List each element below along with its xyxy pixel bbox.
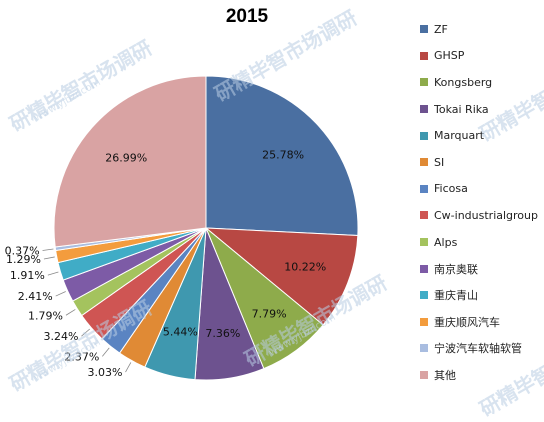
legend-label: Marquart [434,129,485,143]
legend-swatch [420,51,428,60]
legend-label: 南京奥联 [434,262,478,276]
data-label: 26.99% [105,152,147,165]
legend-label: 重庆顺风汽车 [434,315,500,329]
data-label: 5.44% [163,325,198,338]
legend-item: 重庆顺风汽车 [420,309,544,336]
pie-chart: 25.78% 10.22% 7.79% 7.36% 5.44% 3.03% 2.37% 3.2… [5,75,359,381]
legend-swatch [420,344,428,353]
legend-label: ZF [434,22,448,36]
leader-line [47,271,59,276]
data-label: 0.37% [5,245,40,258]
data-label: 7.36% [205,327,240,340]
legend-label: Tokai Rika [434,102,489,116]
legend-label: SI [434,155,445,169]
legend-label: 其他 [434,369,456,383]
legend-item: GHSP [420,43,544,70]
data-label: 2.37% [64,350,99,363]
data-label: 25.78% [262,149,304,162]
legend-item: Tokai Rika [420,96,544,123]
leader-line [81,328,91,337]
legend-label: Cw-industrialgroup [434,208,538,222]
pie-slice-1 [204,227,359,326]
legend-label: 重庆青山 [434,289,478,303]
leader-line [43,256,55,260]
legend-item: 重庆青山 [420,282,544,309]
data-label: 1.91% [10,269,45,282]
legend-swatch [420,105,428,114]
legend-item: SI [420,149,544,176]
leader-lines [42,248,132,373]
data-label: 3.24% [43,330,78,343]
legend-item: 宁波汽车软轴软管 [420,335,544,362]
legend-label: Kongsberg [434,75,493,89]
data-label: 1.79% [28,309,63,322]
legend-item: Cw-industrialgroup [420,202,544,229]
data-label: 7.79% [252,308,287,321]
legend-label: Ficosa [434,182,468,196]
legend-item: Marquart [420,122,544,149]
legend-swatch [420,158,428,167]
legend-item: Alps [420,229,544,256]
leader-line [42,248,54,251]
chart-title: 2015 [225,6,269,27]
legend-swatch [420,211,428,220]
pie-slice-0 [205,75,359,236]
data-label: 10.22% [284,261,326,274]
legend-item: Kongsberg [420,69,544,96]
leader-line [102,347,110,357]
legend-swatch [420,264,428,273]
legend-swatch [420,238,428,247]
legend-label: 宁波汽车软轴软管 [434,342,522,356]
legend-swatch [420,291,428,300]
legend-item: 其他 [420,362,544,389]
legend-item: Ficosa [420,176,544,203]
legend-swatch [420,78,428,87]
pie-slices [53,75,359,381]
leader-line [65,309,76,316]
legend-swatch [420,371,428,380]
legend: ZF GHSP Kongsberg Tokai Rika Marquart SI Ficos… [420,16,544,388]
legend-label: Alps [434,235,458,249]
legend-swatch [420,184,428,193]
leader-line [55,291,66,297]
legend-swatch [420,317,428,326]
leader-line [125,362,132,373]
legend-swatch [420,131,428,140]
legend-item: 南京奥联 [420,255,544,282]
legend-item: ZF [420,16,544,43]
legend-swatch [420,25,428,34]
legend-label: GHSP [434,49,465,63]
data-label: 3.03% [88,366,123,379]
data-label: 1.29% [6,253,41,266]
data-labels: 25.78% 10.22% 7.79% 7.36% 5.44% 3.03% 2.37% 3.2… [5,149,327,379]
pie-slice-13 [53,75,207,248]
data-label: 2.41% [18,290,53,303]
